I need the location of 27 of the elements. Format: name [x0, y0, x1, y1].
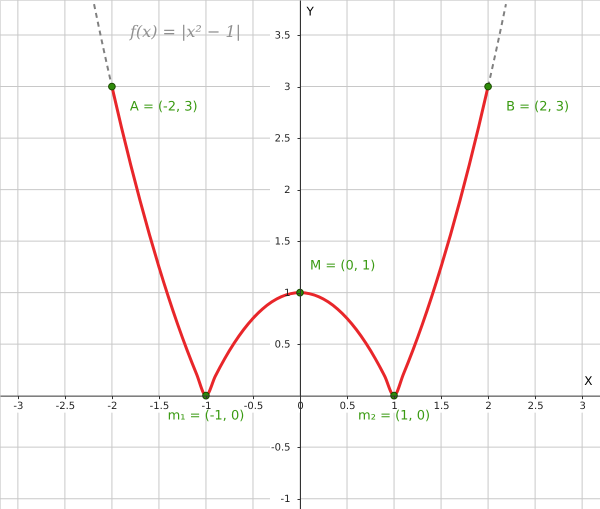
- x-tick-label: 2: [485, 401, 492, 412]
- x-tick-label: -3: [13, 401, 24, 412]
- y-tick-label: 2.5: [274, 134, 290, 145]
- y-tick-label: 1.5: [274, 236, 290, 248]
- x-tick-label: -0.5: [244, 401, 264, 412]
- y-axis-title: Y: [306, 4, 314, 18]
- y-tick-label: -1: [280, 494, 290, 506]
- x-tick-label: 0.5: [340, 401, 356, 412]
- annotation: m₁ = (-1, 0): [168, 408, 244, 424]
- y-tick-label: -0.5: [270, 442, 290, 454]
- y-tick-label: 3.5: [274, 30, 290, 42]
- x-tick-label: -2.5: [56, 401, 76, 412]
- y-tick-label: 0.5: [274, 340, 290, 351]
- x-tick-label: -2: [107, 401, 118, 412]
- annotation: M = (0, 1): [310, 258, 376, 274]
- point: [484, 82, 492, 90]
- annotation: f(x) = |x² − 1|: [129, 22, 241, 41]
- point: [108, 82, 116, 90]
- x-axis-title: X: [584, 374, 592, 388]
- x-tick-label: -1.5: [150, 401, 170, 412]
- x-tick-label: 3: [579, 401, 586, 412]
- annotation: B = (2, 3): [506, 100, 570, 115]
- y-tick-label: 3: [284, 82, 290, 94]
- x-tick-label: 2.5: [528, 401, 544, 412]
- annotation: A = (-2, 3): [130, 100, 198, 115]
- y-tick-label: 2: [284, 185, 290, 196]
- x-tick-label: 1.5: [434, 401, 450, 412]
